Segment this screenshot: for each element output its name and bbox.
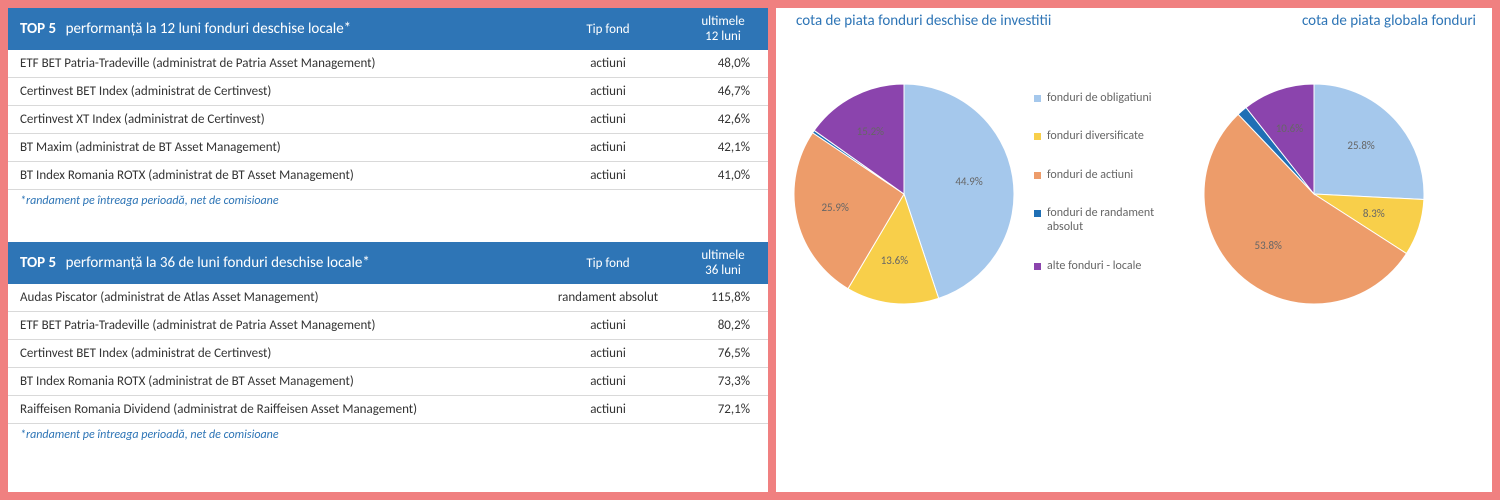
pie-slice-label: 15.2% <box>857 125 884 138</box>
pie-chart-global-funds: 25.8% 8.3% 53.8% 10.6% <box>1194 74 1434 314</box>
fund-name: ETF BET Patria-Tradeville (administrat d… <box>8 312 538 340</box>
table-row: BT Index Romania ROTX (administrat de BT… <box>8 368 768 396</box>
table-12m-title: TOP 5 performanță la 12 luni fonduri des… <box>8 8 538 50</box>
col-period: ultimele 36 luni <box>678 242 768 284</box>
footnote-36m: *randament pe întreaga perioadă, net de … <box>8 424 768 458</box>
fund-value: 42,1% <box>678 134 768 162</box>
fund-value: 46,7% <box>678 78 768 106</box>
fund-name: ETF BET Patria-Tradeville (administrat d… <box>8 50 538 78</box>
pie-slice-label: 10.6% <box>1276 122 1303 135</box>
fund-name: Raiffeisen Romania Dividend (administrat… <box>8 396 538 424</box>
legend-swatch <box>1034 133 1041 140</box>
fund-name: Certinvest XT Index (administrat de Cert… <box>8 106 538 134</box>
fund-type: actiuni <box>538 162 678 190</box>
footnote-12m: *randament pe întreaga perioadă, net de … <box>8 190 768 224</box>
title-rest: performanță la 12 luni fonduri deschise … <box>66 20 352 38</box>
pie-svg <box>1194 74 1434 314</box>
pie-slice-label: 25.9% <box>821 201 848 214</box>
fund-value: 41,0% <box>678 162 768 190</box>
table-12m: TOP 5 performanță la 12 luni fonduri des… <box>8 8 768 190</box>
fund-type: actiuni <box>538 368 678 396</box>
fund-name: Audas Piscator (administrat de Atlas Ass… <box>8 284 538 312</box>
table-36m-title: TOP 5 performanță la 36 de luni fonduri … <box>8 242 538 284</box>
fund-value: 115,8% <box>678 284 768 312</box>
fund-name: BT Maxim (administrat de BT Asset Manage… <box>8 134 538 162</box>
table-row: BT Index Romania ROTX (administrat de BT… <box>8 162 768 190</box>
fund-name: Certinvest BET Index (administrat de Cer… <box>8 340 538 368</box>
legend-swatch <box>1034 95 1041 102</box>
pie-slice-label: 8.3% <box>1363 207 1385 220</box>
legend-item: fonduri de actiuni <box>1034 168 1174 182</box>
chart-titles: cota de piata fonduri deschise de invest… <box>776 8 1492 34</box>
fund-name: BT Index Romania ROTX (administrat de BT… <box>8 162 538 190</box>
title-prefix: TOP 5 <box>20 20 56 38</box>
tables-panel: TOP 5 performanță la 12 luni fonduri des… <box>8 8 768 492</box>
fund-type: actiuni <box>538 134 678 162</box>
fund-name: Certinvest BET Index (administrat de Cer… <box>8 78 538 106</box>
legend-swatch <box>1034 210 1041 217</box>
fund-type: randament absolut <box>538 284 678 312</box>
chart1-title: cota de piata fonduri deschise de invest… <box>796 12 1146 30</box>
pie-slice-label: 44.9% <box>955 175 982 188</box>
table-spacer <box>8 224 768 242</box>
table-36m: TOP 5 performanță la 36 de luni fonduri … <box>8 242 768 424</box>
fund-value: 73,3% <box>678 368 768 396</box>
charts-panel: cota de piata fonduri deschise de invest… <box>776 8 1492 492</box>
fund-type: actiuni <box>538 106 678 134</box>
fund-type: actiuni <box>538 50 678 78</box>
legend-swatch <box>1034 172 1041 179</box>
title-prefix: TOP 5 <box>20 254 56 272</box>
pie-svg <box>784 74 1024 314</box>
table-row: Certinvest BET Index (administrat de Cer… <box>8 340 768 368</box>
fund-type: actiuni <box>538 78 678 106</box>
pie-chart-open-funds: 44.9% 13.6% 25.9% 15.2% <box>784 74 1024 314</box>
legend-label: fonduri de randament absolut <box>1047 206 1174 235</box>
pie-slice-label: 25.8% <box>1347 139 1374 152</box>
legend-item: fonduri de obligatiuni <box>1034 91 1174 105</box>
col-type: Tip fond <box>538 242 678 284</box>
chart2-title: cota de piata globala fonduri <box>1302 12 1476 30</box>
col-period: ultimele 12 luni <box>678 8 768 50</box>
legend-label: fonduri de obligatiuni <box>1047 91 1152 105</box>
fund-name: BT Index Romania ROTX (administrat de BT… <box>8 368 538 396</box>
title-rest: performanță la 36 de luni fonduri deschi… <box>66 254 370 272</box>
legend-item: fonduri diversificate <box>1034 129 1174 143</box>
fund-value: 48,0% <box>678 50 768 78</box>
legend-swatch <box>1034 263 1041 270</box>
charts-body: 44.9% 13.6% 25.9% 15.2% fonduri de obligati… <box>776 34 1492 314</box>
fund-value: 42,6% <box>678 106 768 134</box>
fund-type: actiuni <box>538 340 678 368</box>
fund-type: actiuni <box>538 312 678 340</box>
fund-value: 76,5% <box>678 340 768 368</box>
table-row: Certinvest XT Index (administrat de Cert… <box>8 106 768 134</box>
pie-slice-label: 53.8% <box>1255 239 1282 252</box>
col-type: Tip fond <box>538 8 678 50</box>
legend-label: alte fonduri - locale <box>1047 259 1141 273</box>
pie-legend: fonduri de obligatiuni fonduri diversific… <box>1024 91 1194 297</box>
table-row: ETF BET Patria-Tradeville (administrat d… <box>8 50 768 78</box>
fund-value: 80,2% <box>678 312 768 340</box>
pie-slice-label: 13.6% <box>881 254 908 267</box>
table-row: Audas Piscator (administrat de Atlas Ass… <box>8 284 768 312</box>
table-row: BT Maxim (administrat de BT Asset Manage… <box>8 134 768 162</box>
legend-label: fonduri diversificate <box>1047 129 1144 143</box>
legend-item: fonduri de randament absolut <box>1034 206 1174 235</box>
fund-value: 72,1% <box>678 396 768 424</box>
table-row: Raiffeisen Romania Dividend (administrat… <box>8 396 768 424</box>
legend-item: alte fonduri - locale <box>1034 259 1174 273</box>
legend-label: fonduri de actiuni <box>1047 168 1133 182</box>
table-row: Certinvest BET Index (administrat de Cer… <box>8 78 768 106</box>
fund-type: actiuni <box>538 396 678 424</box>
table-row: ETF BET Patria-Tradeville (administrat d… <box>8 312 768 340</box>
